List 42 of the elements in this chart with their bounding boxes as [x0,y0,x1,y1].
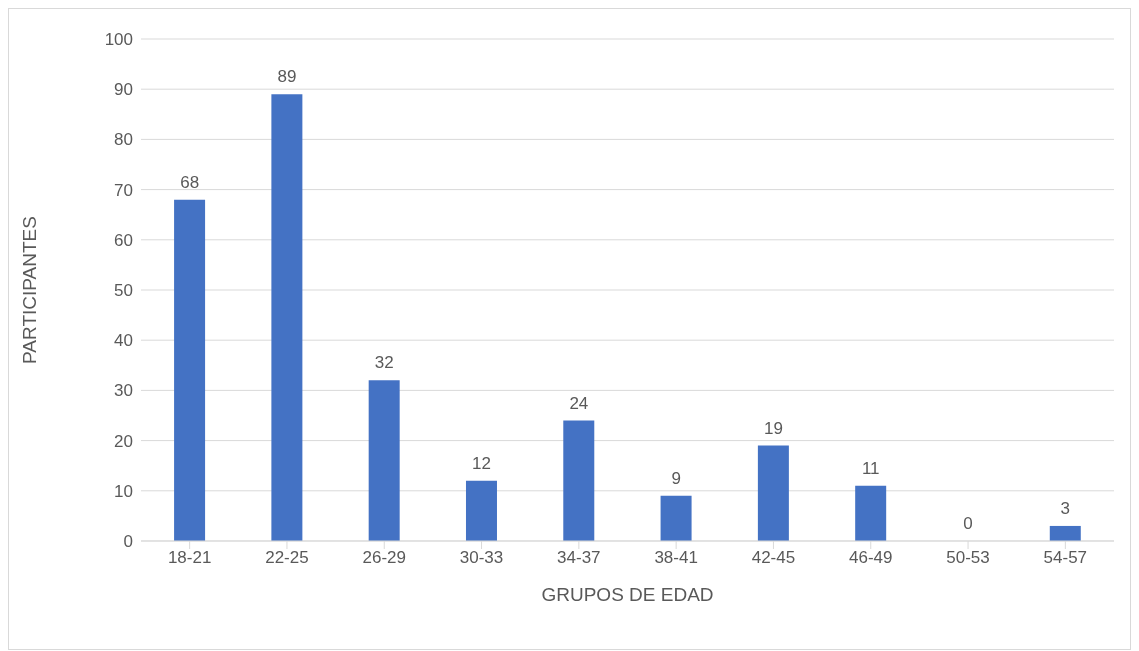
x-axis-title: GRUPOS DE EDAD [541,584,714,605]
data-label: 9 [671,468,681,488]
bar [757,445,789,541]
y-tick-label: 70 [114,180,133,200]
x-tick-label: 42-45 [751,548,796,568]
y-tick-label: 0 [123,532,133,552]
data-label: 19 [763,418,783,438]
y-tick-label: 100 [104,30,133,50]
x-tick-label: 34-37 [557,548,601,568]
data-label: 68 [180,172,200,192]
bar [174,199,206,541]
data-label: 12 [472,453,492,473]
y-tick-label: 30 [114,381,133,401]
bar [271,94,303,541]
data-label: 0 [963,514,973,533]
y-tick-label: 60 [114,230,133,250]
x-tick-label: 46-49 [849,548,893,568]
y-tick-label: 50 [114,281,133,301]
x-tick-label: 38-41 [654,548,698,568]
bar [855,485,887,541]
y-tick-label: 40 [114,331,133,351]
data-label: 24 [569,393,589,413]
bar [1049,525,1081,541]
data-label: 32 [374,353,394,373]
x-tick-label: 18-21 [167,548,212,568]
x-tick-label: 26-29 [362,548,406,568]
y-tick-label: 10 [114,481,133,501]
data-label: 3 [1060,498,1071,518]
y-tick-label: 80 [114,130,133,150]
bar [563,420,595,541]
data-label: 89 [277,67,297,87]
bar [660,495,692,541]
data-label: 11 [861,458,880,478]
x-tick-label: 30-33 [459,548,504,568]
x-tick-label: 50-53 [946,548,990,568]
bar [465,480,497,541]
bar [368,380,400,541]
y-tick-label: 90 [114,80,133,100]
x-tick-label: 22-25 [265,548,309,568]
x-tick-label: 54-57 [1043,548,1088,568]
y-axis-title: PARTICIPANTES [18,216,40,364]
y-tick-label: 20 [114,431,133,451]
